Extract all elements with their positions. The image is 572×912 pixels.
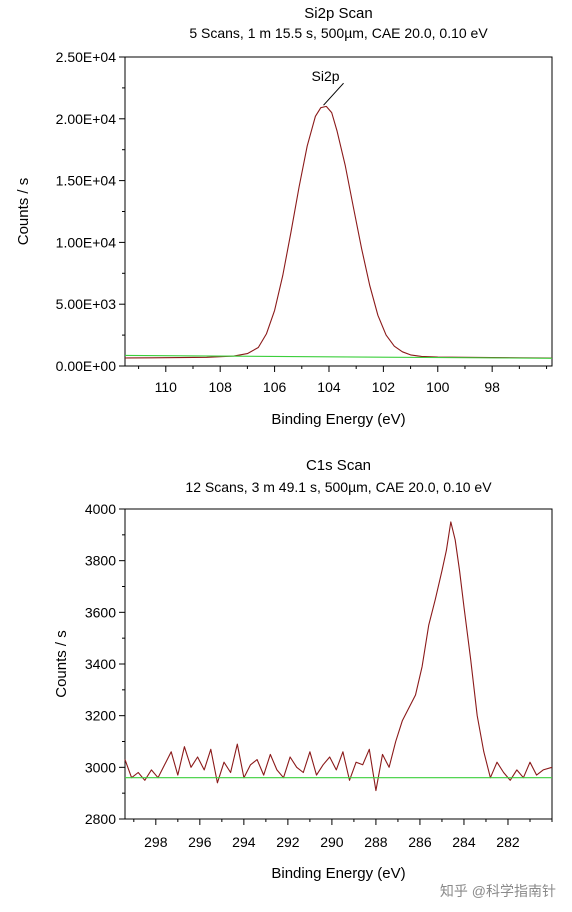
x-tick-label: 294 [232, 834, 256, 850]
x-tick-label: 100 [426, 379, 450, 395]
y-tick-label: 0.00E+00 [56, 358, 117, 374]
x-tick-label: 110 [155, 379, 178, 395]
chart-subtitle: 5 Scans, 1 m 15.5 s, 500µm, CAE 20.0, 0.… [189, 25, 488, 41]
y-tick-label: 3200 [85, 708, 116, 724]
x-tick-label: 282 [496, 834, 520, 850]
peak-label: Si2p [312, 68, 340, 84]
y-tick-label: 1.50E+04 [56, 173, 117, 189]
c1s-chart: C1s Scan 12 Scans, 3 m 49.1 s, 500µm, CAE… [53, 457, 553, 882]
x-tick-label: 298 [144, 834, 168, 850]
x-tick-label: 108 [209, 379, 233, 395]
x-tick-label: 292 [276, 834, 300, 850]
x-tick-label: 288 [364, 834, 388, 850]
y-axis-label: Counts / s [15, 178, 32, 246]
si2p-chart: Si2p Scan 5 Scans, 1 m 15.5 s, 500µm, CAE… [15, 5, 553, 428]
x-tick-label: 98 [484, 379, 500, 395]
x-tick-label: 284 [452, 834, 476, 850]
spectrum-line [124, 521, 553, 792]
x-axis-label: Binding Energy (eV) [271, 865, 405, 882]
y-tick-label: 4000 [85, 501, 116, 517]
y-tick-label: 2.00E+04 [56, 111, 117, 127]
y-tick-label: 2800 [85, 811, 116, 827]
x-tick-label: 290 [320, 834, 344, 850]
y-tick-label: 5.00E+03 [56, 296, 117, 312]
watermark-text: 知乎 @科学指南针 [440, 883, 556, 899]
plot-frame [124, 508, 553, 820]
y-tick-label: 3800 [85, 553, 116, 569]
x-tick-label: 286 [408, 834, 432, 850]
background-line [124, 354, 553, 359]
spectrum-line [124, 105, 553, 359]
y-tick-label: 2.50E+04 [56, 49, 117, 65]
y-axis-label: Counts / s [53, 630, 70, 698]
x-tick-label: 296 [188, 834, 212, 850]
y-tick-label: 3400 [85, 656, 116, 672]
chart-subtitle: 12 Scans, 3 m 49.1 s, 500µm, CAE 20.0, 0… [185, 479, 492, 495]
peak-leader-line [323, 82, 344, 106]
chart-title: C1s Scan [306, 457, 371, 474]
chart-title: Si2p Scan [304, 5, 372, 22]
y-tick-label: 1.00E+04 [56, 234, 117, 250]
x-tick-label: 106 [263, 379, 287, 395]
plot-frame [124, 56, 553, 367]
x-tick-label: 104 [317, 379, 341, 395]
y-tick-label: 3000 [85, 759, 116, 775]
x-axis-label: Binding Energy (eV) [271, 411, 405, 428]
y-tick-label: 3600 [85, 604, 116, 620]
x-tick-label: 102 [372, 379, 396, 395]
